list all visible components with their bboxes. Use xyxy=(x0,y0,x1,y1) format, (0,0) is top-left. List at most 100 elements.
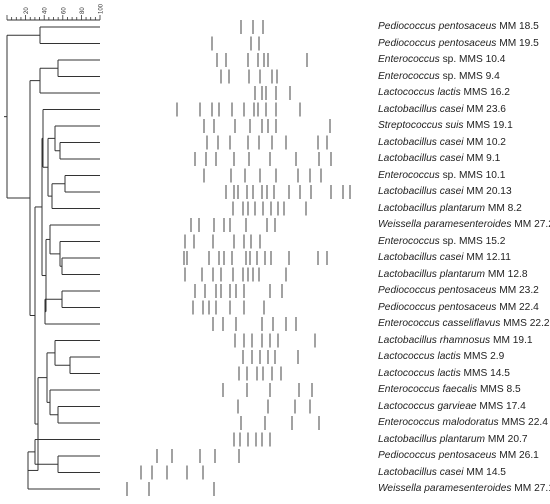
isolate-strain: MMS 9.4 xyxy=(456,70,500,82)
isolate-label: Lactococcus lactis MMS 2.9 xyxy=(378,351,504,363)
isolate-strain: MMS 17.4 xyxy=(476,400,526,412)
isolate-strain: MM 20.7 xyxy=(485,433,528,445)
scale-tick-label: 80 xyxy=(80,7,86,14)
isolate-label: Lactobacillus casei MM 23.6 xyxy=(378,104,506,116)
isolate-strain: MM 22.4 xyxy=(496,301,539,313)
isolate-species: Lactococcus garvieae xyxy=(378,400,477,412)
isolate-strain: MMS 19.1 xyxy=(463,120,513,131)
band-patterns xyxy=(126,20,351,496)
isolate-species: Weissella paramesenteroides xyxy=(378,483,512,494)
isolate-strain: MM 23.2 xyxy=(496,285,539,296)
isolate-strain: MM 26.1 xyxy=(496,450,539,461)
isolate-species: Pediococcus pentosaceus xyxy=(378,285,497,296)
isolate-species: Weissella paramesenteroides xyxy=(378,219,512,230)
isolate-species: Lactobacillus casei xyxy=(378,466,464,478)
isolate-label: Enterococcus sp. MMS 10.1 xyxy=(378,170,505,182)
isolate-species: Enterococcus xyxy=(378,235,440,247)
isolate-strain: MMS 16.2 xyxy=(460,87,510,98)
isolate-sp-suffix: sp. xyxy=(439,169,457,181)
isolate-species: Lactobacillus plantarum xyxy=(378,433,486,445)
isolate-label: Lactobacillus plantarum MM 12.8 xyxy=(378,269,528,281)
scale-tick-label: 60 xyxy=(61,7,67,14)
isolate-species: Lactococcus lactis xyxy=(378,351,461,362)
isolate-species: Enterococcus xyxy=(378,54,440,65)
isolate-strain: MM 23.6 xyxy=(463,103,506,115)
isolate-species: Pediococcus pentosaceus xyxy=(378,450,497,461)
similarity-scale: 20 40 60 80 100 xyxy=(6,3,105,21)
isolate-label: Enterococcus sp. MMS 15.2 xyxy=(378,236,505,248)
isolate-label: Enterococcus sp. MMS 10.4 xyxy=(378,54,505,66)
isolate-strain: MM 20.13 xyxy=(463,186,512,197)
isolate-label: Lactococcus lactis MMS 16.2 xyxy=(378,87,510,99)
isolate-label: Pediococcus pentosaceus MM 23.2 xyxy=(378,285,539,297)
isolate-label: Enterococcus faecalis MMS 8.5 xyxy=(378,384,521,396)
isolate-species: Lactobacillus plantarum xyxy=(378,268,486,280)
isolate-species: Lactobacillus casei xyxy=(378,136,464,148)
isolate-species: Pediococcus pentosaceus xyxy=(378,301,497,313)
isolate-species: Enterococcus faecalis xyxy=(378,384,478,395)
isolate-strain: MM 18.5 xyxy=(496,21,539,32)
isolate-strain: MM 9.1 xyxy=(463,153,501,164)
isolate-strain: MMS 8.5 xyxy=(477,384,521,395)
isolate-label: Lactobacillus plantarum MM 20.7 xyxy=(378,434,528,446)
isolate-label: Lactobacillus rhamnosus MM 19.1 xyxy=(378,335,533,347)
isolate-species: Lactobacillus rhamnosus xyxy=(378,334,491,346)
isolate-label: Lactobacillus casei MM 14.5 xyxy=(378,467,506,479)
isolate-label: Pediococcus pentosaceus MM 26.1 xyxy=(378,450,539,462)
isolate-species: Pediococcus pentosaceus xyxy=(378,37,497,49)
dendrogram-tree xyxy=(4,26,100,490)
isolate-strain: MMS 2.9 xyxy=(460,351,505,362)
isolate-label: Lactobacillus casei MM 12.11 xyxy=(378,252,511,264)
isolate-label: Pediococcus pentosaceus MM 19.5 xyxy=(378,38,539,50)
isolate-strain: MM 27.2 xyxy=(511,219,550,230)
isolate-label: Weissella paramesenteroides MM 27.2 xyxy=(378,219,550,231)
isolate-species: Lactococcus lactis xyxy=(378,87,461,98)
isolate-strain: MM 10.2 xyxy=(463,136,506,148)
isolate-label: Lactobacillus casei MM 10.2 xyxy=(378,137,506,149)
isolate-strain: MMS 10.4 xyxy=(456,54,506,65)
isolate-species: Enterococcus casseliflavus xyxy=(378,318,501,329)
isolate-species: Enterococcus xyxy=(378,70,440,82)
scale-tick-label: 20 xyxy=(24,7,30,14)
isolate-sp-suffix: sp. xyxy=(439,70,457,82)
scale-tick-label: 40 xyxy=(43,7,49,14)
isolate-strain: MM 8.2 xyxy=(485,202,522,214)
isolate-species: Lactobacillus plantarum xyxy=(378,202,486,214)
isolate-strain: MM 19.1 xyxy=(490,334,533,346)
isolate-strain: MMS 15.2 xyxy=(456,235,506,247)
isolate-label: Enterococcus malodoratus MMS 22.4 xyxy=(378,417,548,429)
scale-tick-label: 100 xyxy=(99,3,105,14)
isolate-label: Lactococcus lactis MMS 14.5 xyxy=(378,368,510,380)
isolate-species: Streptococcus suis xyxy=(378,120,464,131)
isolate-strain: MMS 10.1 xyxy=(456,169,506,181)
isolate-strain: MM 27.1 xyxy=(511,483,550,494)
isolate-label: Lactobacillus plantarum MM 8.2 xyxy=(378,203,522,215)
isolate-label: Enterococcus sp. MMS 9.4 xyxy=(378,71,500,83)
isolate-strain: MM 12.8 xyxy=(485,268,528,280)
isolate-species: Lactobacillus casei xyxy=(378,153,464,164)
isolate-species: Pediococcus pentosaceus xyxy=(378,21,497,32)
isolate-strain: MMS 22.2 xyxy=(500,318,550,329)
isolate-strain: MM 14.5 xyxy=(463,466,506,478)
isolate-sp-suffix: sp. xyxy=(439,235,457,247)
isolate-label: Lactococcus garvieae MMS 17.4 xyxy=(378,401,526,413)
isolate-label: Lactobacillus casei MM 20.13 xyxy=(378,186,512,198)
isolate-label: Pediococcus pentosaceus MM 18.5 xyxy=(378,21,539,33)
isolate-species: Enterococcus malodoratus xyxy=(378,417,499,428)
isolate-species: Lactococcus lactis xyxy=(378,367,461,379)
isolate-species: Lactobacillus casei xyxy=(378,186,464,197)
isolate-label: Weissella paramesenteroides MM 27.1 xyxy=(378,483,550,495)
isolate-label: Streptococcus suis MMS 19.1 xyxy=(378,120,513,132)
isolate-strain: MM 12.11 xyxy=(463,252,511,263)
isolate-strain: MMS 22.4 xyxy=(498,417,548,428)
isolate-label: Enterococcus casseliflavus MMS 22.2 xyxy=(378,318,550,330)
isolate-strain: MMS 14.5 xyxy=(460,367,510,379)
isolate-label: Pediococcus pentosaceus MM 22.4 xyxy=(378,302,539,314)
isolate-species: Lactobacillus casei xyxy=(378,103,464,115)
isolate-species: Enterococcus xyxy=(378,169,440,181)
isolate-species: Lactobacillus casei xyxy=(378,252,464,263)
isolate-sp-suffix: sp. xyxy=(439,54,457,65)
isolate-strain: MM 19.5 xyxy=(496,37,539,49)
